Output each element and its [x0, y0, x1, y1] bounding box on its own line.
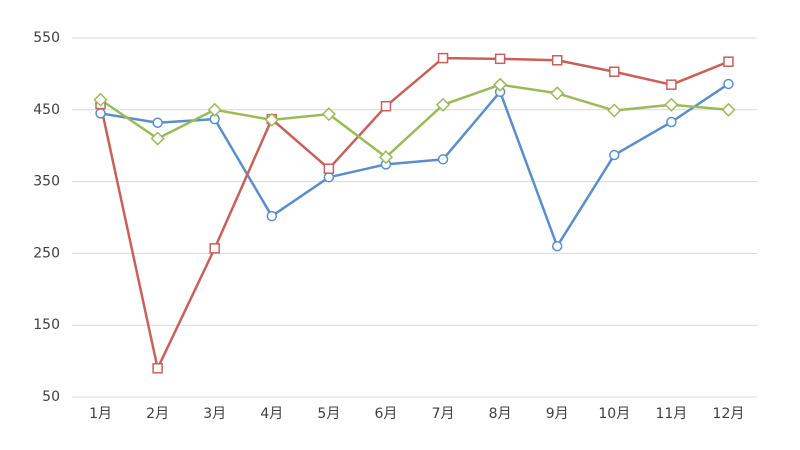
point [551, 55, 563, 66]
point [437, 154, 449, 165]
series-line [99, 83, 729, 159]
point [494, 53, 506, 65]
point [207, 102, 222, 117]
x-tick-label: 11月 [655, 406, 687, 422]
x-tick-label: 9月 [546, 406, 569, 422]
y-tick-label: 350 [33, 174, 60, 190]
point [607, 103, 622, 118]
y-tick-label: 50 [42, 389, 60, 405]
point [323, 163, 335, 174]
point [666, 116, 677, 128]
point [323, 172, 335, 183]
series-line [100, 82, 730, 248]
point [609, 149, 620, 161]
point [264, 112, 279, 127]
point [723, 78, 734, 90]
point [378, 150, 394, 165]
y-tick-label: 250 [33, 245, 60, 261]
point [380, 100, 392, 112]
point [266, 210, 278, 222]
x-tick-label: 10月 [598, 406, 630, 422]
point [437, 52, 449, 64]
point [664, 97, 679, 112]
y-tick-label: 150 [33, 317, 60, 333]
point [152, 363, 163, 374]
point [93, 92, 108, 107]
x-tick-label: 12月 [713, 406, 745, 422]
y-tick-label: 450 [33, 102, 60, 118]
x-tick-label: 6月 [374, 406, 397, 422]
x-tick-label: 7月 [432, 406, 455, 422]
point [551, 240, 563, 252]
point [209, 243, 220, 254]
point [493, 77, 508, 92]
x-tick-label: 3月 [203, 406, 226, 422]
point [150, 131, 165, 146]
point [95, 108, 106, 119]
point [550, 86, 565, 101]
x-tick-label: 5月 [317, 406, 340, 422]
point [721, 102, 736, 117]
point [666, 79, 677, 90]
point [723, 56, 734, 67]
point [609, 66, 620, 77]
x-tick-label: 8月 [489, 406, 512, 422]
series-line [99, 56, 729, 370]
x-tick-label: 1月 [89, 406, 112, 422]
y-tick-label: 550 [33, 30, 60, 46]
x-tick-label: 4月 [260, 406, 283, 422]
point [435, 97, 451, 112]
point [321, 107, 336, 122]
x-tick-label: 2月 [146, 406, 169, 422]
point [152, 117, 163, 128]
